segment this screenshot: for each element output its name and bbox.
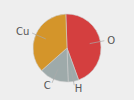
leader-line — [90, 41, 105, 44]
leader-line — [71, 71, 74, 86]
pie-slice — [33, 14, 67, 71]
slice-label: O — [107, 35, 115, 46]
leader-line — [32, 33, 46, 39]
slice-label: Cu — [16, 26, 29, 37]
leader-line — [52, 69, 58, 83]
chart: O H C Cu — [0, 0, 134, 100]
slice-label: C — [44, 80, 51, 91]
slice-label: H — [75, 83, 83, 94]
background — [0, 0, 134, 100]
